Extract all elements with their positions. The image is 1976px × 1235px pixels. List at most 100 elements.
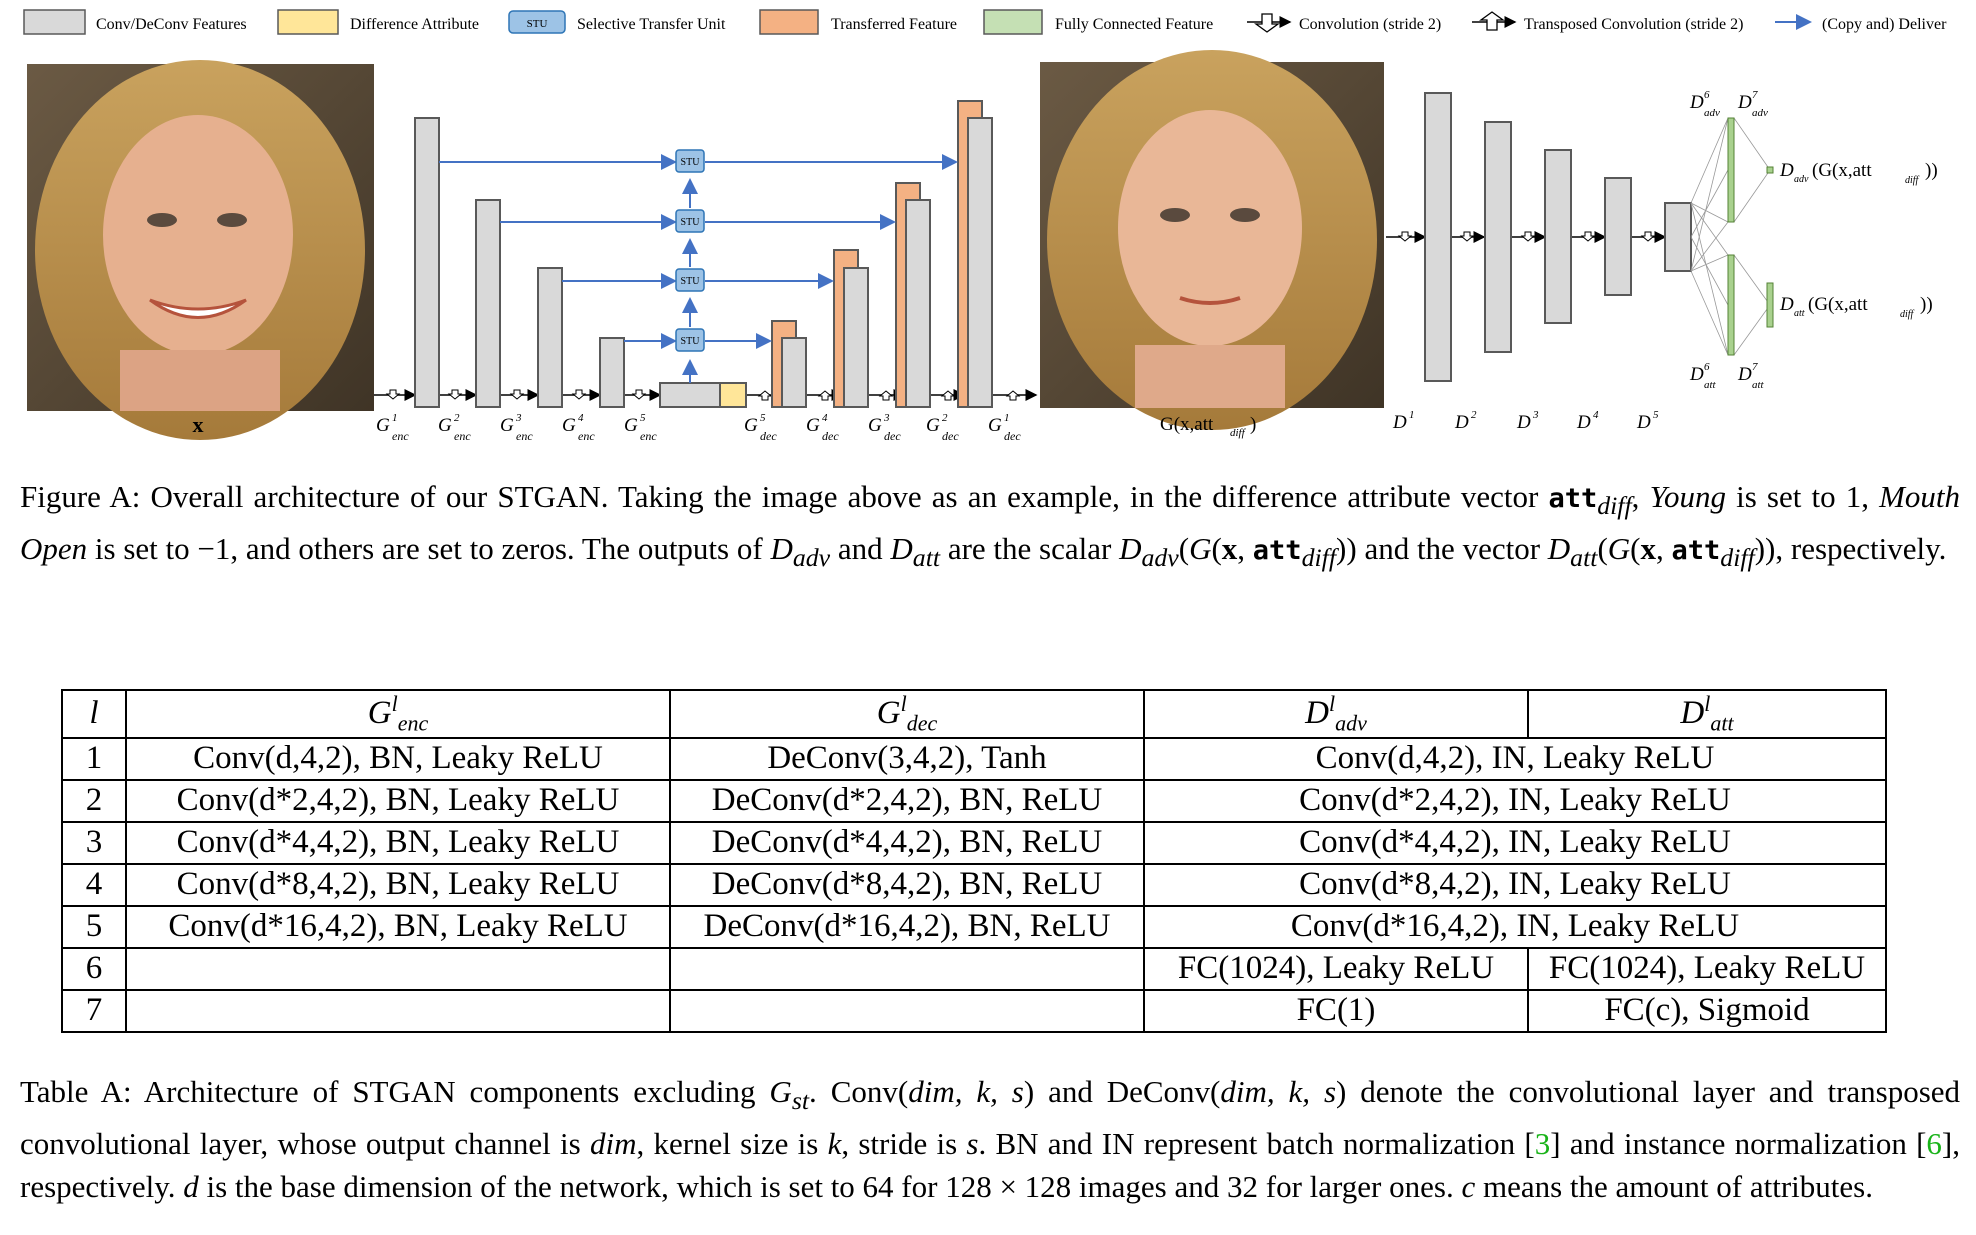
svg-text:G(x,att: G(x,att (1160, 414, 1214, 435)
svg-text:adv: adv (1752, 107, 1768, 119)
discriminator (1386, 92, 1774, 382)
svg-text:G: G (500, 415, 514, 436)
svg-text:adv: adv (1704, 107, 1720, 119)
legend-swatch-transfer (759, 9, 819, 35)
svg-text:enc: enc (640, 429, 657, 443)
svg-text:G: G (624, 415, 638, 436)
legend-swatch-stu (508, 10, 566, 34)
svg-text:G: G (376, 415, 390, 436)
legend-stu-badge: STU (527, 18, 548, 30)
svg-text:(G(x,att: (G(x,att (1808, 294, 1868, 315)
svg-text:dec: dec (942, 429, 959, 443)
figure-caption: Figure A: Overall architecture of our ST… (20, 479, 1961, 573)
enc-bar-3 (537, 267, 563, 408)
svg-text:2: 2 (1471, 409, 1477, 421)
svg-text:): ) (1250, 414, 1256, 435)
svg-text:att: att (1704, 379, 1717, 391)
svg-text:6: 6 (1704, 361, 1710, 373)
input-face-image (27, 60, 374, 440)
stu-label: STU (681, 336, 701, 347)
disc-bar-4 (1604, 177, 1632, 296)
citation-link[interactable]: 3 (1534, 1126, 1551, 1162)
enc-label-4: G 4 enc (562, 412, 595, 443)
svg-text:2: 2 (942, 412, 948, 424)
conv-arrow-icon (1247, 13, 1292, 33)
enc-label-3: G 3 enc (500, 412, 533, 443)
enc-bar-2 (475, 199, 501, 408)
table-header-row: l Glenc Gldec Dladv Dlatt (61, 689, 1887, 739)
legend-swatch-conv (23, 9, 86, 35)
stgan-architecture-diagram: Conv/DeConv Features Difference Attribut… (23, 9, 1947, 443)
svg-text:D: D (1689, 364, 1704, 385)
svg-text:D: D (1636, 412, 1651, 433)
svg-text:1: 1 (1409, 409, 1415, 421)
svg-text:(G(x,att: (G(x,att (1812, 160, 1872, 181)
svg-text:G: G (868, 415, 882, 436)
table-row: 1 Conv(d,4,2), BN, Leaky ReLU DeConv(3,4,2… (61, 736, 1887, 781)
svg-text:G: G (988, 415, 1002, 436)
svg-text:5: 5 (760, 412, 766, 424)
disc-bar-5 (1664, 202, 1692, 272)
stu-box (675, 209, 705, 233)
svg-text:diff: diff (1900, 309, 1915, 320)
fc-adv-6 (1727, 117, 1735, 223)
fc-adv-7 (1766, 166, 1774, 174)
table-row: 4 Conv(d*8,4,2), BN, Leaky ReLU DeConv(d*8… (61, 862, 1887, 907)
dec-bar-4 (781, 337, 807, 408)
stu-label: STU (681, 157, 701, 168)
svg-text:D: D (1689, 92, 1704, 113)
legend-label-diff: Difference Attribute (350, 16, 479, 33)
disc-bar-3 (1544, 149, 1572, 324)
input-label: x (193, 412, 204, 437)
legend-label-fc: Fully Connected Feature (1055, 16, 1213, 33)
dec-bar-1 (967, 117, 993, 408)
skip-connections (439, 154, 958, 383)
citation-link[interactable]: 6 (1926, 1126, 1942, 1162)
header-dadv: Dladv (1143, 689, 1529, 739)
svg-text:D: D (1779, 294, 1794, 315)
svg-text:3: 3 (515, 412, 522, 424)
svg-text:G: G (744, 415, 758, 436)
svg-text:3: 3 (1532, 409, 1539, 421)
svg-text:dec: dec (884, 429, 901, 443)
table-row: 3 Conv(d*4,4,2), BN, Leaky ReLU DeConv(d*4… (61, 820, 1887, 865)
legend-label-deconv-stride: Transposed Convolution (stride 2) (1524, 16, 1743, 33)
svg-text:4: 4 (578, 412, 584, 424)
table-caption: Table A: Architecture of STGAN component… (20, 1074, 1961, 1205)
table-row: 2 Conv(d*2,4,2), BN, Leaky ReLU DeConv(d*2… (61, 778, 1887, 823)
enc-bar-1 (414, 117, 440, 408)
output-label: G(x,att diff ) (1160, 414, 1256, 439)
svg-text:att: att (1794, 308, 1805, 319)
stu-box (675, 268, 705, 292)
disc-bar-1 (1424, 92, 1452, 382)
svg-text:1: 1 (1004, 412, 1010, 424)
svg-text:1: 1 (392, 412, 398, 424)
enc-label-2: G 2 enc (438, 412, 471, 443)
table-row: 7 FC(1) FC(c), Sigmoid (61, 988, 1887, 1033)
svg-text:D: D (1516, 412, 1531, 433)
table-row: 5 Conv(d*16,4,2), BN, Leaky ReLU DeConv(d*… (61, 904, 1887, 949)
svg-text:2: 2 (454, 412, 460, 424)
output-face-image (1040, 50, 1384, 430)
header-gdec: Gldec (669, 689, 1145, 739)
svg-text:enc: enc (454, 429, 471, 443)
dec-label-3: G 3 dec (868, 412, 901, 443)
svg-text:D: D (1779, 160, 1794, 181)
svg-text:7: 7 (1752, 89, 1758, 101)
svg-text:diff: diff (1905, 175, 1920, 186)
dec-label-2: G 2 dec (926, 412, 959, 443)
svg-text:G: G (438, 415, 452, 436)
header-genc: Glenc (125, 689, 671, 739)
fc-att-6 (1727, 254, 1735, 356)
architecture-table: l Glenc Gldec Dladv Dlatt 1 Conv(d,4,2), … (61, 689, 1887, 1033)
svg-text:att: att (1752, 379, 1765, 391)
legend: Conv/DeConv Features Difference Attribut… (23, 9, 1947, 35)
table-row: 6 FC(1024), Leaky ReLU FC(1024), Leaky ReL… (61, 946, 1887, 991)
dec-label-1: G 1 dec (988, 412, 1021, 443)
dec-label-5: G 5 dec (744, 412, 777, 443)
svg-text:dec: dec (760, 429, 777, 443)
svg-text:G: G (562, 415, 576, 436)
